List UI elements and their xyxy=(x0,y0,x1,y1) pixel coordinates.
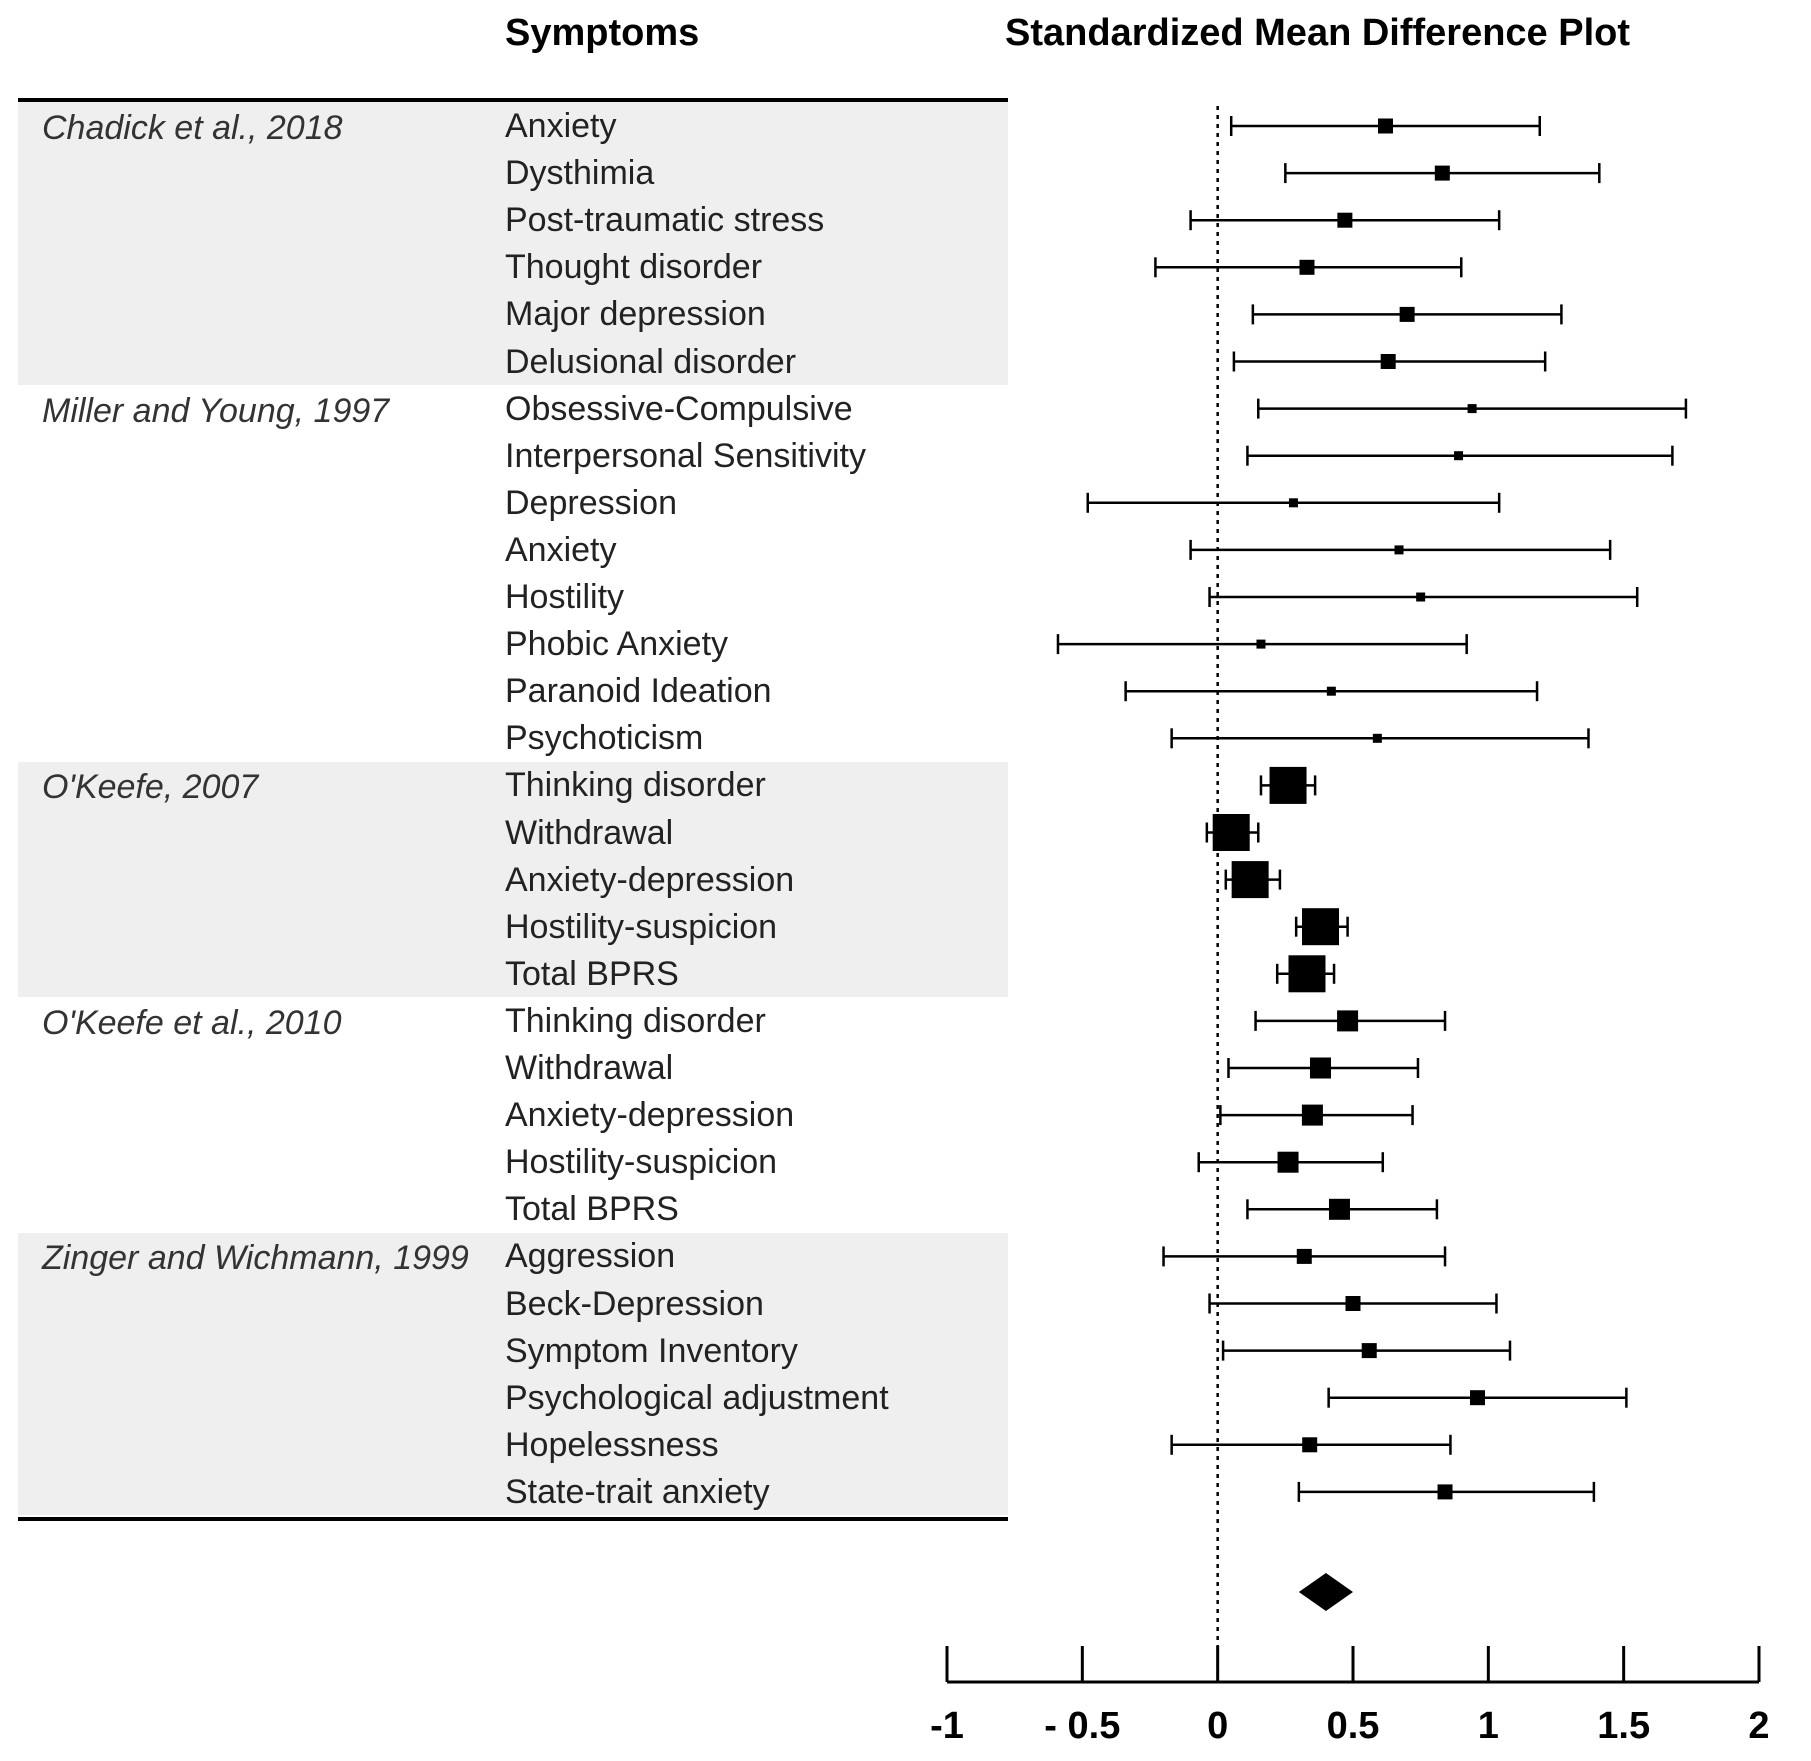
effect-marker xyxy=(1434,165,1450,181)
x-tick-label: -1 xyxy=(930,1705,964,1747)
study-band xyxy=(18,761,1008,998)
study-label: Miller and Young, 1997 xyxy=(42,391,390,430)
symptom-label: Paranoid Ideation xyxy=(505,672,772,711)
effect-marker xyxy=(1467,404,1477,414)
effect-marker xyxy=(1326,686,1336,696)
symptom-label: Phobic Anxiety xyxy=(505,625,729,664)
x-tick-label: 1 xyxy=(1478,1705,1499,1747)
table-top-rule xyxy=(18,98,1008,102)
effect-marker xyxy=(1302,908,1340,946)
symptom-label: Hostility-suspicion xyxy=(505,1143,778,1182)
effect-marker xyxy=(1302,1437,1318,1453)
symptom-label: Anxiety xyxy=(505,107,617,145)
effect-marker xyxy=(1399,306,1415,322)
symptom-label: Anxiety-depression xyxy=(505,860,795,899)
symptom-label: State-trait anxiety xyxy=(505,1472,770,1511)
study-band xyxy=(18,1232,1008,1516)
x-tick-label: 0 xyxy=(1207,1705,1228,1747)
symptom-label: Psychological adjustment xyxy=(505,1378,889,1417)
symptom-label: Withdrawal xyxy=(505,1049,674,1087)
effect-marker xyxy=(1256,639,1266,649)
x-tick-label: 2 xyxy=(1748,1705,1769,1747)
effect-marker xyxy=(1416,592,1426,602)
effect-marker xyxy=(1372,733,1382,743)
effect-marker xyxy=(1337,212,1353,228)
symptom-label: Beck-Depression xyxy=(505,1284,764,1323)
study-band xyxy=(18,102,1008,386)
symptom-label: Aggression xyxy=(505,1237,676,1276)
effect-marker xyxy=(1345,1296,1361,1311)
effect-marker xyxy=(1437,1484,1453,1500)
symptom-label: Psychoticism xyxy=(505,719,704,758)
symptom-label: Thought disorder xyxy=(505,248,763,287)
symptom-label: Major depression xyxy=(505,295,766,334)
symptom-label: Anxiety-depression xyxy=(505,1096,795,1135)
x-tick-label: 1.5 xyxy=(1597,1705,1650,1747)
symptoms-column-header: Symptoms xyxy=(505,12,700,54)
effect-marker xyxy=(1288,498,1298,508)
symptom-label: Thinking disorder xyxy=(505,766,766,805)
study-label: O'Keefe, 2007 xyxy=(42,768,259,807)
symptom-label: Interpersonal Sensitivity xyxy=(505,436,866,475)
effect-marker xyxy=(1301,1104,1323,1126)
effect-marker xyxy=(1277,1151,1299,1173)
symptom-label: Dysthimia xyxy=(505,154,655,193)
effect-marker xyxy=(1337,1010,1359,1032)
effect-marker xyxy=(1288,955,1326,993)
study-label: Zinger and Wichmann, 1999 xyxy=(42,1239,469,1278)
effect-marker xyxy=(1310,1057,1332,1079)
symptom-label: Obsessive-Compulsive xyxy=(505,389,853,428)
symptom-label: Hostility-suspicion xyxy=(505,907,778,946)
symptom-label: Hopelessness xyxy=(505,1425,719,1464)
effect-marker xyxy=(1470,1390,1486,1406)
symptom-label: Total BPRS xyxy=(505,954,679,993)
symptom-label: Hostility xyxy=(505,578,625,616)
table-bottom-rule xyxy=(18,1517,1008,1522)
effect-marker xyxy=(1296,1248,1312,1264)
symptom-label: Thinking disorder xyxy=(505,1001,766,1040)
effect-marker xyxy=(1299,259,1315,275)
study-label: O'Keefe et al., 2010 xyxy=(42,1003,342,1042)
effect-marker xyxy=(1328,1198,1350,1220)
effect-marker xyxy=(1394,545,1404,555)
effect-marker xyxy=(1454,451,1464,461)
x-tick-label: - 0.5 xyxy=(1044,1705,1120,1747)
effect-marker xyxy=(1361,1343,1377,1359)
x-tick-label: 0.5 xyxy=(1327,1705,1380,1747)
symptom-label: Withdrawal xyxy=(505,813,674,852)
symptom-label: Delusional disorder xyxy=(505,342,797,381)
effect-marker xyxy=(1377,118,1393,134)
effect-marker xyxy=(1380,354,1396,369)
symptom-label: Symptom Inventory xyxy=(505,1331,798,1370)
plot-title: Standardized Mean Difference Plot xyxy=(1005,12,1631,54)
symptom-label: Anxiety xyxy=(505,530,617,569)
study-label: Chadick et al., 2018 xyxy=(42,109,343,147)
effect-marker xyxy=(1269,766,1307,804)
symptom-label: Post-traumatic stress xyxy=(505,201,825,240)
symptom-label: Depression xyxy=(505,483,677,522)
pooled-diamond xyxy=(1298,1573,1353,1611)
symptom-label: Total BPRS xyxy=(505,1190,679,1229)
effect-marker xyxy=(1231,861,1269,899)
